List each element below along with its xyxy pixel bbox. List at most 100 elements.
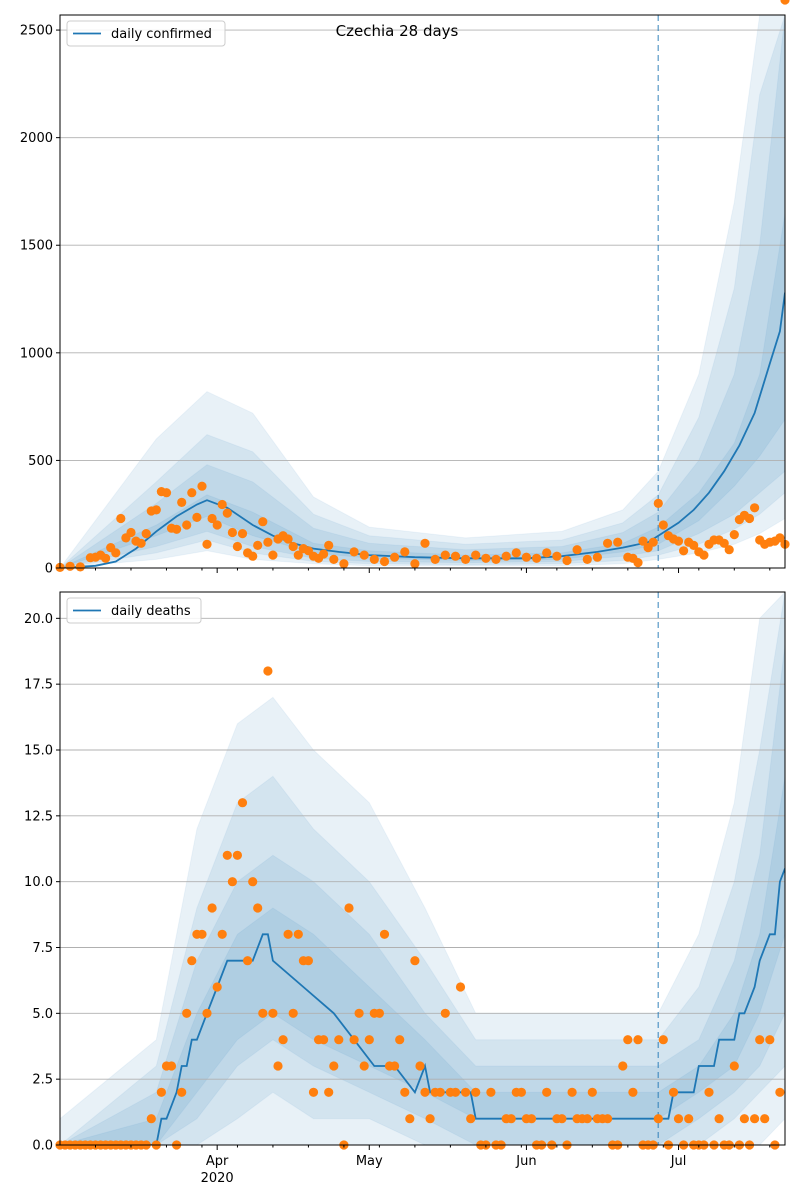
deaths-observed-point bbox=[628, 1087, 638, 1097]
deaths-observed-point bbox=[395, 1035, 405, 1045]
deaths-observed-point bbox=[633, 1035, 643, 1045]
deaths-observed-point bbox=[177, 1087, 187, 1097]
confirmed-observed-point bbox=[648, 537, 658, 547]
confirmed-ytick-label: 1500 bbox=[20, 239, 53, 254]
deaths-observed-point bbox=[202, 1008, 212, 1018]
deaths-observed-point bbox=[359, 1061, 369, 1071]
deaths-observed-point bbox=[273, 1061, 283, 1071]
confirmed-observed-point bbox=[552, 551, 562, 561]
confirmed-observed-point bbox=[390, 552, 400, 562]
deaths-observed-point bbox=[582, 1114, 592, 1124]
confirmed-observed-point bbox=[172, 524, 182, 534]
deaths-legend-label: daily deaths bbox=[111, 604, 191, 619]
deaths-observed-point bbox=[440, 1008, 450, 1018]
confirmed-ytick-label: 0 bbox=[45, 562, 53, 577]
deaths-observed-point bbox=[268, 1008, 278, 1018]
confirmed-observed-point bbox=[65, 561, 75, 571]
confirmed-observed-point bbox=[283, 534, 293, 544]
deaths-observed-point bbox=[263, 666, 273, 676]
deaths-observed-point bbox=[232, 850, 242, 860]
deaths-observed-point bbox=[486, 1087, 496, 1097]
deaths-observed-point bbox=[349, 1035, 359, 1045]
confirmed-observed-point bbox=[75, 562, 85, 572]
deaths-ytick-label: 12.5 bbox=[24, 809, 53, 824]
deaths-observed-point bbox=[166, 1061, 177, 1071]
deaths-ytick-label: 5.0 bbox=[32, 1007, 53, 1022]
confirmed-observed-point bbox=[258, 517, 268, 527]
confirmed-ytick-label: 2500 bbox=[20, 24, 53, 39]
confirmed-observed-point bbox=[369, 554, 379, 565]
deaths-observed-point bbox=[197, 929, 207, 939]
deaths-y-ticks: 0.0 2.5 5.0 7.5 10.0 12.5 15.0 17.5 20.0 bbox=[24, 612, 60, 1154]
confirmed-observed-point bbox=[339, 559, 349, 569]
deaths-observed-point bbox=[567, 1087, 577, 1097]
confirmed-legend: daily confirmed bbox=[66, 20, 226, 47]
confirmed-observed-point bbox=[101, 553, 111, 563]
deaths-observed-point bbox=[603, 1114, 613, 1124]
confirmed-observed-point bbox=[542, 548, 552, 558]
confirmed-observed-point bbox=[263, 537, 273, 547]
confirmed-observed-point bbox=[481, 553, 491, 563]
deaths-observed-point bbox=[618, 1061, 628, 1071]
deaths-observed-point bbox=[374, 1008, 384, 1018]
confirmed-observed-point bbox=[729, 530, 739, 540]
confirmed-observed-point bbox=[471, 550, 481, 560]
confirmed-observed-point bbox=[126, 527, 136, 538]
confirmed-observed-point bbox=[658, 520, 668, 530]
deaths-xtick-label: May bbox=[356, 1154, 383, 1169]
deaths-observed-point bbox=[760, 1114, 770, 1124]
deaths-observed-point bbox=[156, 1087, 166, 1097]
deaths-observed-point bbox=[673, 1114, 684, 1124]
deaths-observed-point bbox=[258, 1008, 268, 1018]
deaths-xtick-year-label: 2020 bbox=[201, 1171, 234, 1186]
deaths-observed-point bbox=[410, 956, 420, 966]
confirmed-observed-point bbox=[511, 548, 521, 558]
confirmed-observed-point bbox=[232, 541, 242, 552]
deaths-observed-point bbox=[435, 1087, 445, 1097]
deaths-observed-point bbox=[684, 1114, 694, 1124]
deaths-observed-point bbox=[739, 1114, 750, 1124]
confirmed-observed-point bbox=[440, 550, 450, 560]
deaths-ytick-label: 0.0 bbox=[32, 1139, 53, 1154]
confirmed-observed-point bbox=[222, 508, 232, 518]
confirmed-observed-point bbox=[400, 547, 410, 557]
deaths-ytick-label: 20.0 bbox=[24, 612, 53, 627]
confirmed-observed-point bbox=[268, 550, 278, 560]
deaths-ytick-label: 10.0 bbox=[24, 875, 53, 890]
confirmed-observed-point bbox=[217, 499, 227, 510]
deaths-observed-point bbox=[187, 956, 197, 966]
deaths-observed-point bbox=[303, 956, 313, 966]
confirmed-observed-point bbox=[719, 538, 729, 548]
confirmed-observed-point bbox=[679, 546, 689, 556]
deaths-observed-point bbox=[714, 1114, 724, 1124]
deaths-observed-point bbox=[516, 1087, 527, 1097]
confirmed-observed-point bbox=[151, 505, 161, 515]
confirmed-observed-point bbox=[689, 540, 699, 551]
confirmed-y-ticks: 0 500 1000 1500 2000 2500 bbox=[20, 24, 60, 577]
deaths-observed-point bbox=[415, 1061, 425, 1071]
deaths-observed-point bbox=[278, 1035, 288, 1045]
confirmed-observed-point bbox=[192, 512, 202, 523]
confirmed-observed-point bbox=[572, 545, 582, 555]
figure-title: Czechia 28 days bbox=[336, 22, 459, 40]
confirmed-panel: 0 500 1000 1500 2000 2500 daily confirmed Cze… bbox=[20, 14, 790, 577]
confirmed-observed-point bbox=[653, 498, 663, 508]
confirmed-observed-point bbox=[673, 536, 684, 546]
deaths-observed-point bbox=[283, 929, 293, 939]
confirmed-observed-point bbox=[197, 481, 207, 491]
confirmed-observed-point bbox=[450, 551, 461, 561]
confirmed-observed-points bbox=[55, 481, 790, 573]
deaths-observed-point bbox=[542, 1087, 552, 1097]
deaths-band-3 bbox=[60, 592, 785, 1145]
deaths-observed-point bbox=[755, 1035, 765, 1045]
deaths-xtick-label: Apr bbox=[206, 1154, 229, 1169]
confirmed-observed-point bbox=[699, 550, 709, 560]
deaths-observed-point bbox=[587, 1087, 597, 1097]
deaths-observed-point bbox=[775, 1087, 785, 1097]
confirmed-observed-point bbox=[359, 550, 369, 560]
deaths-observed-point bbox=[405, 1114, 415, 1124]
confirmed-observed-point bbox=[582, 554, 592, 565]
confirmed-observed-point bbox=[613, 537, 623, 547]
